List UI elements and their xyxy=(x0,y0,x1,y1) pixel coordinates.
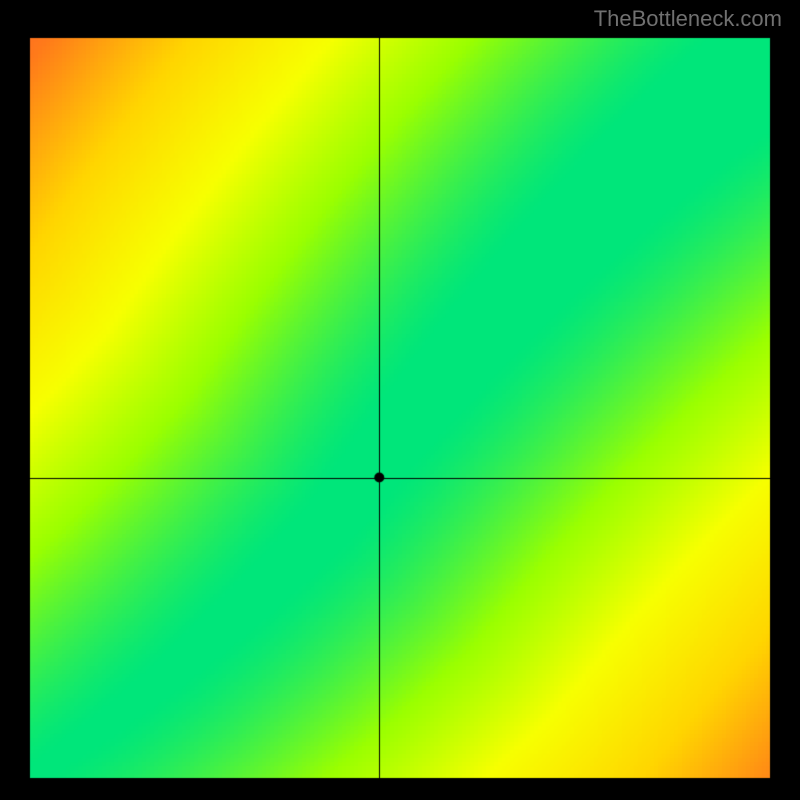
chart-container: TheBottleneck.com xyxy=(0,0,800,800)
watermark-text: TheBottleneck.com xyxy=(594,6,782,32)
bottleneck-heatmap xyxy=(0,0,800,800)
